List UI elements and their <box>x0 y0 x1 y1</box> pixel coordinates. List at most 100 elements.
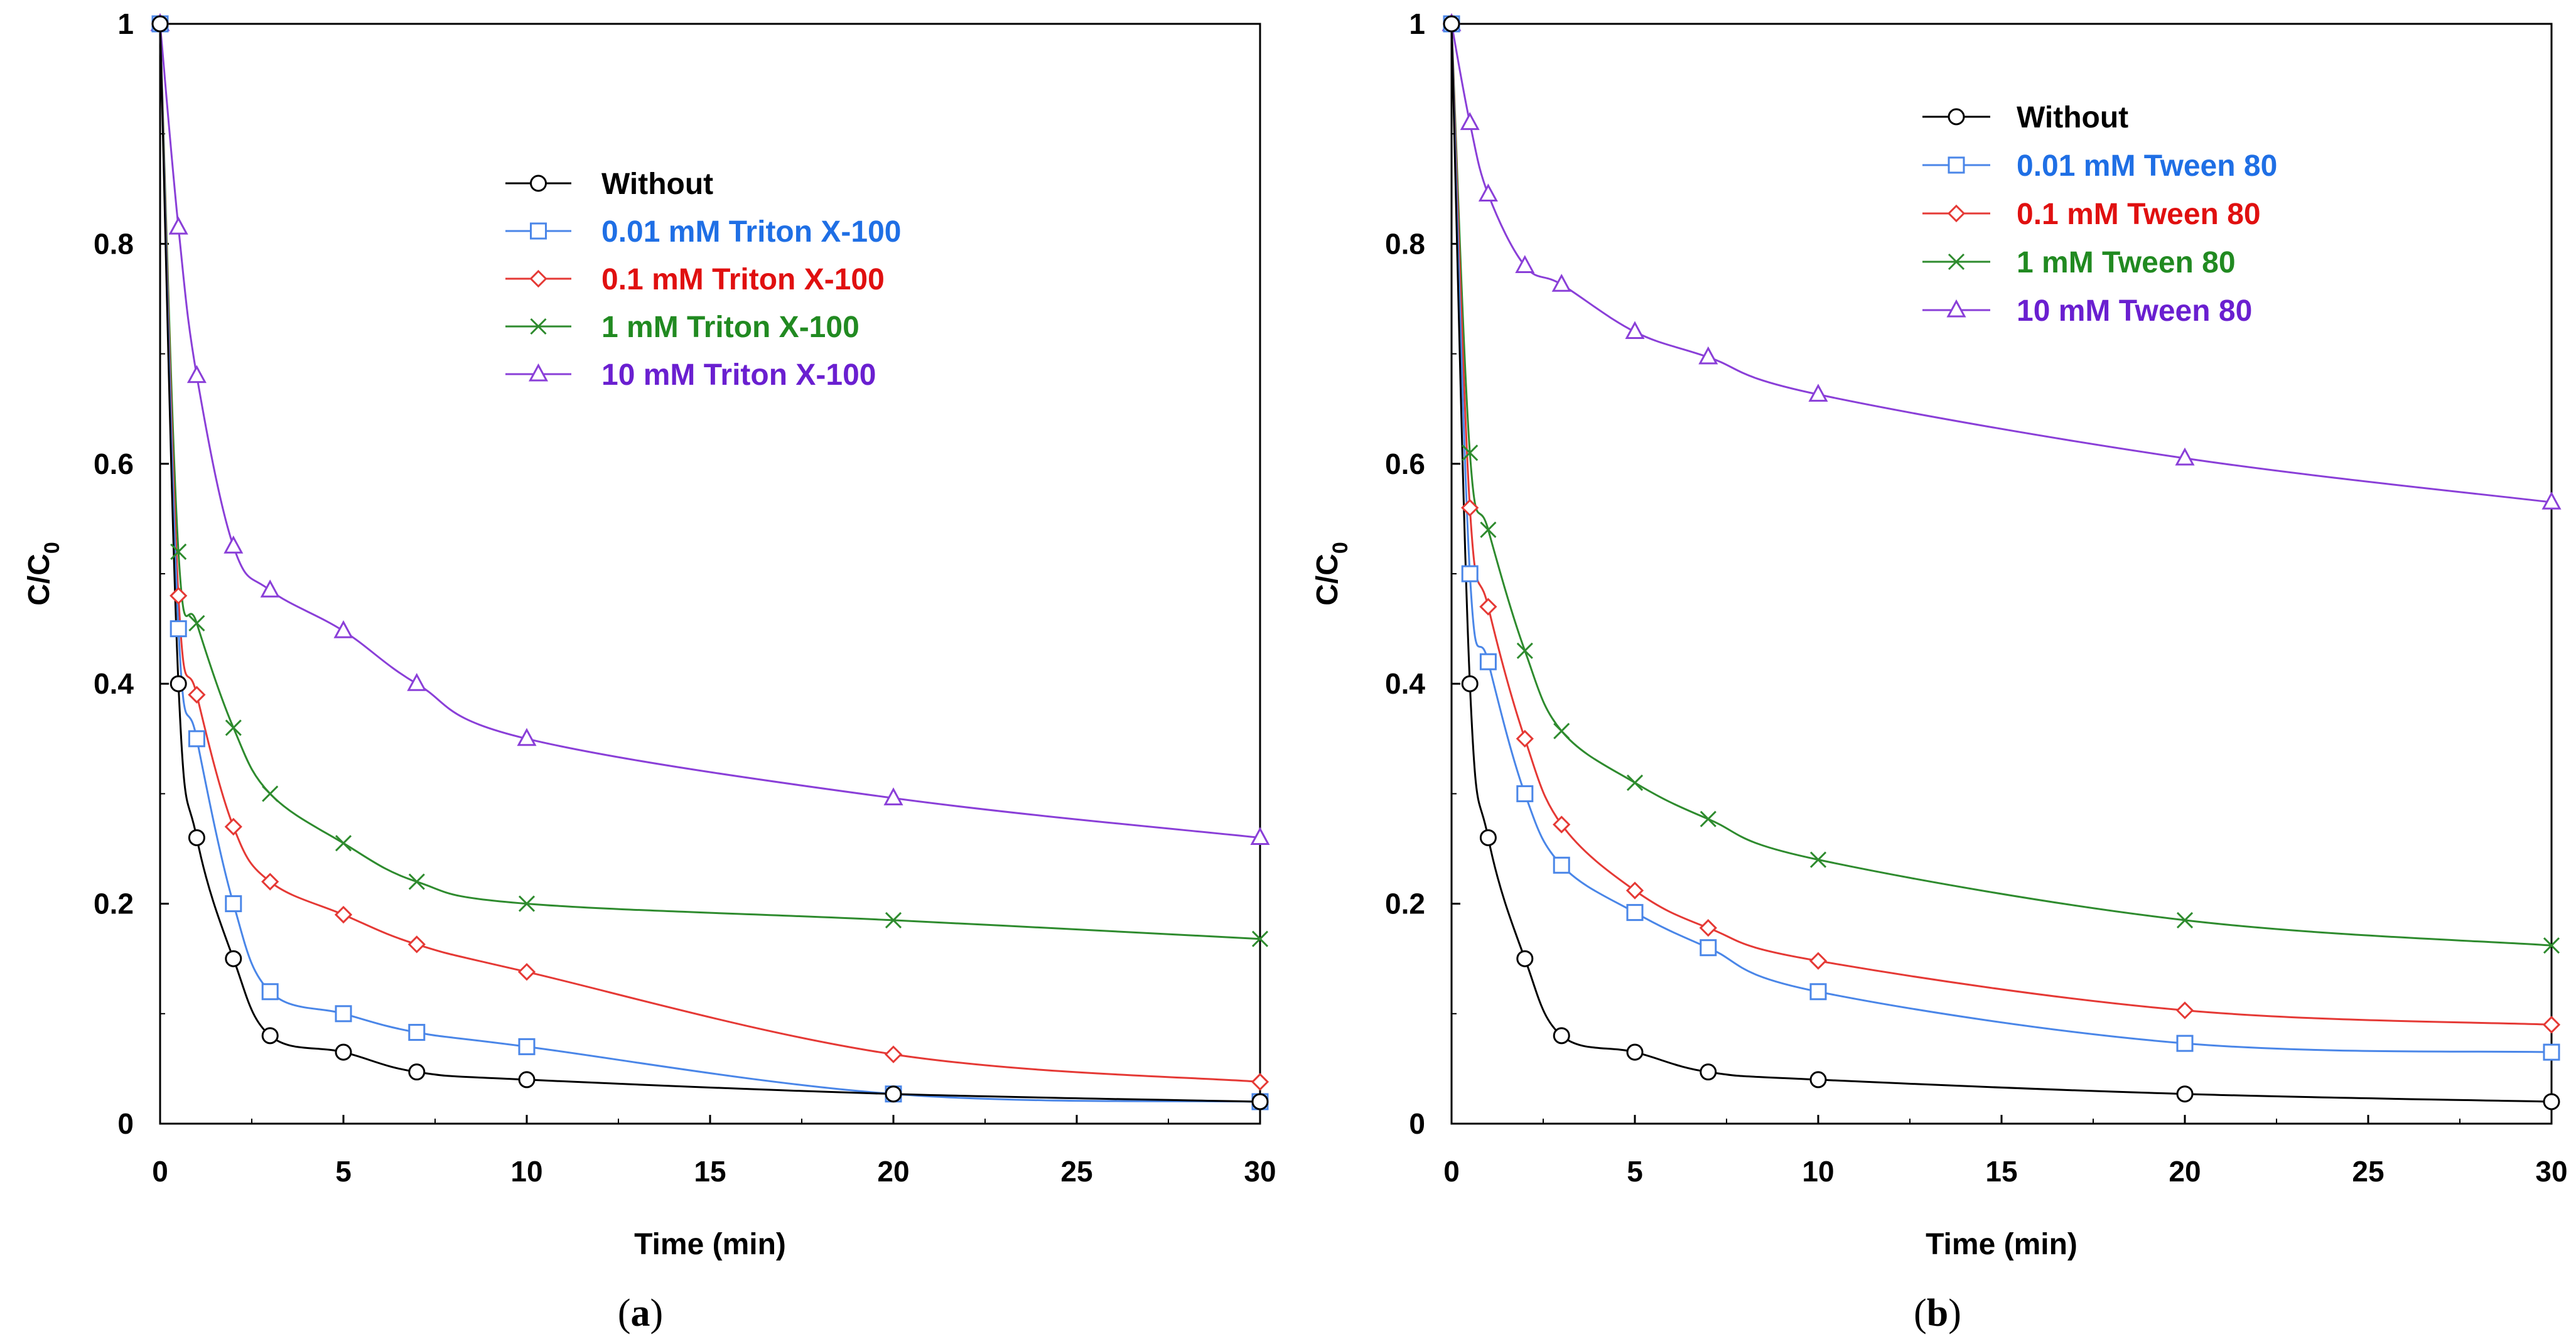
data-point <box>2543 937 2560 954</box>
legend-marker-4 <box>1948 253 1965 271</box>
y-tick-label: 0.2 <box>1385 888 1425 920</box>
legend-label-5: 10 mM Triton X-100 <box>601 358 876 392</box>
data-point <box>1443 15 1460 33</box>
data-point <box>518 1071 536 1089</box>
panel-label-letter-a: a <box>631 1292 650 1335</box>
data-point <box>1461 565 1479 583</box>
legend-marker-3 <box>1947 204 1966 223</box>
legend-b: Without 0.01 mM Tween 80 0.1 mM Tween 80 1 … <box>1922 101 2277 328</box>
data-point <box>1699 919 1717 937</box>
data-point <box>224 817 242 836</box>
data-point <box>186 365 207 384</box>
legend-marker-2 <box>1948 156 1965 174</box>
x-tick-label: 30 <box>1244 1155 1276 1188</box>
data-point <box>408 1063 426 1081</box>
data-point <box>2175 1001 2194 1019</box>
data-point <box>1809 1071 1827 1089</box>
legend-label-5: 10 mM Tween 80 <box>2017 294 2252 328</box>
x-tick-label: 0 <box>152 1155 168 1188</box>
data-point <box>168 216 188 235</box>
x-tick-label: 5 <box>1627 1155 1643 1188</box>
data-point <box>2176 1035 2194 1052</box>
data-point <box>1516 950 1534 967</box>
legend-label-4: 1 mM Tween 80 <box>2017 246 2236 279</box>
y-tick-label: 0.6 <box>94 448 134 480</box>
data-point <box>885 1085 902 1103</box>
data-point <box>1516 642 1533 659</box>
data-point <box>1251 1093 1269 1110</box>
legend-label-1: Without <box>601 168 713 201</box>
data-point <box>1553 856 1570 874</box>
data-point <box>1700 939 1717 957</box>
data-point <box>408 1024 426 1041</box>
data-point <box>225 719 242 736</box>
panel-label-a: (a) <box>618 1292 663 1335</box>
data-point <box>518 1038 536 1055</box>
data-point <box>2175 447 2195 466</box>
data-point <box>170 675 187 692</box>
x-tick-label: 25 <box>1060 1155 1092 1188</box>
data-point <box>225 895 242 913</box>
data-point <box>261 983 279 1001</box>
data-point <box>2543 1093 2560 1110</box>
legend-label-3: 0.1 mM Tween 80 <box>2017 198 2261 231</box>
series-line-1 <box>159 23 1261 1103</box>
data-point <box>1516 785 1534 802</box>
y-axis-label-main-b: C/C <box>1311 554 1344 606</box>
series-line-3 <box>159 23 1261 1083</box>
y-tick-label: 0 <box>117 1107 134 1140</box>
y-tick-label: 0.4 <box>94 667 134 700</box>
data-point <box>1479 598 1497 616</box>
y-axis-label-b: C/C0 <box>1311 542 1352 606</box>
data-point <box>170 543 187 561</box>
data-point <box>1626 774 1644 791</box>
x-tick-label: 10 <box>1802 1155 1834 1188</box>
data-point <box>151 15 169 33</box>
legend-marker-1 <box>530 175 547 192</box>
legend-marker-2 <box>530 222 547 240</box>
data-point <box>1479 829 1497 846</box>
axis-ticks-b: 0 5 10 15 20 25 30 0 0.2 0.4 0.6 0.8 1 <box>1385 8 2568 1188</box>
data-point <box>2176 911 2194 928</box>
data-point <box>261 1027 279 1045</box>
data-point <box>170 586 188 605</box>
data-point <box>1516 729 1534 748</box>
data-point <box>188 615 205 632</box>
data-point <box>1479 653 1497 670</box>
data-point <box>188 685 206 704</box>
data-point <box>1698 346 1718 365</box>
x-axis-label-b: Time (min) <box>1926 1228 2078 1261</box>
data-point <box>517 728 537 746</box>
panel-a: 0 5 10 15 20 25 30 0 0.2 0.4 0.6 0.8 1 Without 0.01 m… <box>23 8 1276 1335</box>
data-point <box>1809 851 1827 868</box>
legend-marker-3 <box>529 269 547 288</box>
data-point <box>1626 904 1644 922</box>
legend-marker-5 <box>1946 299 1966 318</box>
data-point <box>335 835 352 852</box>
series-line-4 <box>159 23 1261 940</box>
y-tick-label: 1 <box>1409 8 1425 40</box>
series-line-1 <box>1450 23 2552 1103</box>
series-b <box>1442 13 2562 1110</box>
legend-marker-4 <box>530 318 547 335</box>
data-point <box>2176 1085 2194 1103</box>
data-point <box>1461 498 1479 517</box>
legend-marker-1 <box>1948 108 1965 126</box>
x-tick-label: 20 <box>877 1155 909 1188</box>
data-point <box>1700 810 1716 827</box>
data-point <box>335 1043 352 1061</box>
data-point <box>408 873 425 890</box>
data-point <box>1808 384 1828 402</box>
x-tick-label: 15 <box>1985 1155 2017 1188</box>
y-tick-label: 1 <box>117 8 134 40</box>
legend-label-2: 0.01 mM Triton X-100 <box>601 215 902 249</box>
data-point <box>2543 1043 2560 1061</box>
y-tick-label: 0 <box>1409 1107 1425 1140</box>
data-point <box>1251 930 1269 947</box>
data-point <box>188 730 205 748</box>
legend-marker-5 <box>528 363 549 382</box>
data-point <box>260 579 280 598</box>
data-point <box>170 620 187 638</box>
y-tick-label: 0.2 <box>94 888 134 920</box>
